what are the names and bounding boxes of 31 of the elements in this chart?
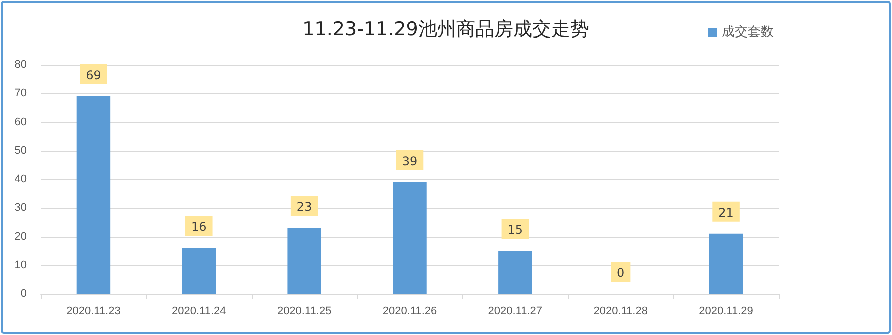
bar xyxy=(288,228,322,294)
data-label: 39 xyxy=(402,154,418,168)
y-tick-label: 80 xyxy=(14,59,27,71)
chart-title: 11.23-11.29池州商品房成交走势 xyxy=(302,18,590,40)
x-tick-label: 2020.11.24 xyxy=(172,306,226,318)
x-tick-label: 2020.11.25 xyxy=(277,306,332,318)
bar xyxy=(76,96,111,294)
y-tick-label: 40 xyxy=(14,174,27,186)
y-tick-label: 60 xyxy=(14,116,27,128)
data-label: 69 xyxy=(86,68,102,82)
x-tick-label: 2020.11.28 xyxy=(594,306,648,318)
bar xyxy=(498,251,532,294)
bar xyxy=(393,182,427,294)
data-label: 15 xyxy=(508,223,524,238)
x-tick-label: 2020.11.27 xyxy=(488,306,543,318)
data-label: 21 xyxy=(718,206,734,220)
y-tick-label: 30 xyxy=(14,202,27,214)
data-label: 23 xyxy=(296,200,312,214)
y-tick-label: 70 xyxy=(14,88,27,100)
y-tick-label: 20 xyxy=(14,230,27,243)
y-tick-label: 10 xyxy=(14,259,27,272)
bar xyxy=(709,234,744,294)
x-tick-label: 2020.11.23 xyxy=(66,306,121,318)
y-tick-label: 50 xyxy=(14,144,27,157)
bar xyxy=(182,248,216,294)
legend-label: 成交套数 xyxy=(722,24,774,40)
data-label: 0 xyxy=(617,266,625,280)
x-tick-label: 2020.11.29 xyxy=(699,306,754,318)
x-tick-label: 2020.11.26 xyxy=(382,306,438,318)
y-tick-label: 0 xyxy=(20,288,27,300)
data-label: 16 xyxy=(192,220,207,234)
